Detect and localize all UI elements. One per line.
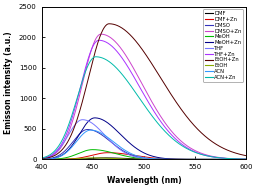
Y-axis label: Emisson intensity (a.u.): Emisson intensity (a.u.) [4, 32, 13, 134]
X-axis label: Wavelength (nm): Wavelength (nm) [106, 176, 181, 185]
Legend: DMF, DMF+Zn, DMSO, DMSO+Zn, MeOH, MeOH+Zn, THF, THF+Zn, EtOH+Zn, EtOH, ACN, ACN+: DMF, DMF+Zn, DMSO, DMSO+Zn, MeOH, MeOH+Z… [203, 9, 243, 82]
